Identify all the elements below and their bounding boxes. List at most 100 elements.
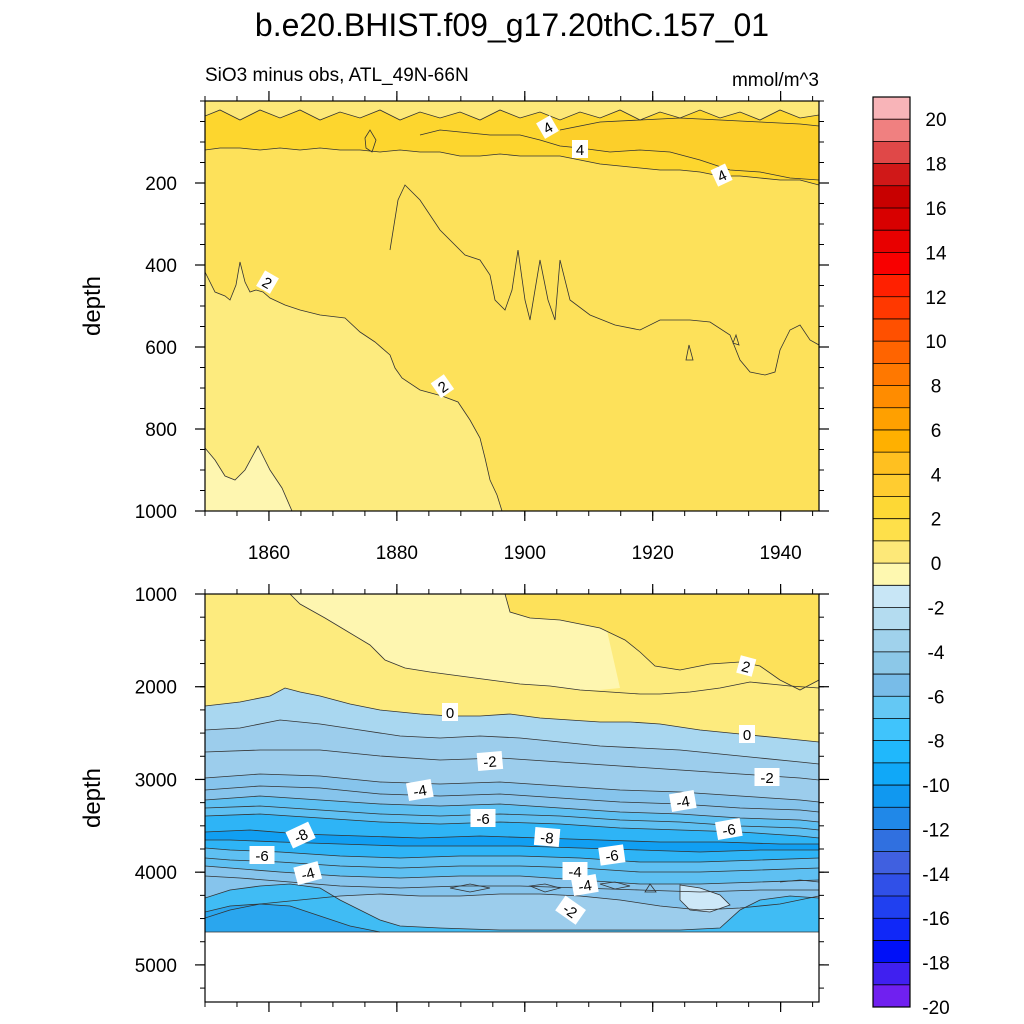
contour-label: -2 <box>476 750 504 772</box>
lower-fill-0-1 <box>205 594 620 690</box>
colorbar-tick-label: 4 <box>931 465 942 486</box>
lower-fill-bottom-m7 <box>205 904 380 932</box>
contour-label-text: -4 <box>568 864 581 881</box>
colorbar-swatch <box>873 607 910 631</box>
contour-label: -4 <box>668 789 697 813</box>
contour-label-bg <box>285 821 316 849</box>
contour-label: -4 <box>570 873 599 897</box>
contour-label: -6 <box>249 846 275 865</box>
upper-y-tick-label: 200 <box>145 174 177 195</box>
colorbar-swatch <box>873 230 910 253</box>
contour-label-bg <box>533 826 561 848</box>
contour-label-bg <box>736 655 757 677</box>
colorbar-tick-label: 10 <box>925 332 946 353</box>
colorbar-tick-label: 2 <box>931 510 942 531</box>
colorbar-swatch <box>873 318 910 342</box>
colorbar-swatch <box>873 163 910 187</box>
contour-label-bg <box>668 789 697 813</box>
contour-label: -6 <box>714 817 743 841</box>
colorbar-swatch <box>873 119 910 142</box>
contour-label: -8 <box>533 826 561 848</box>
colorbar-tick-label: -20 <box>922 998 949 1019</box>
colorbar-swatch <box>873 674 910 697</box>
contour-label-bg <box>754 768 780 786</box>
contour-label-bg <box>572 140 588 158</box>
colorbar: 20181614121086420-2-4-6-8-10-12-14-16-18… <box>872 96 950 1019</box>
contour-label-bg <box>598 844 626 866</box>
colorbar-tick-label: -14 <box>922 865 950 886</box>
colorbar-swatch <box>873 807 910 830</box>
upper-y-tick-label: 400 <box>145 256 177 277</box>
contour-label-text: 0 <box>446 705 454 722</box>
contour-label-text: -4 <box>675 793 691 812</box>
colorbar-swatch <box>873 718 910 742</box>
lower-fill-2-3 <box>505 594 819 690</box>
colorbar-tick-label: 6 <box>931 421 942 442</box>
contour-label: 0 <box>739 725 755 744</box>
contour-label-text: 0 <box>743 727 751 744</box>
upper-y-tick-label: 600 <box>145 338 177 359</box>
units-label: mmol/m^3 <box>732 70 819 91</box>
contour-label: 2 <box>430 374 455 399</box>
contour-label-bg <box>249 846 275 864</box>
lower-y-tick-label: 3000 <box>135 770 177 791</box>
colorbar-swatch <box>873 918 910 941</box>
colorbar-swatch <box>873 429 910 453</box>
colorbar-tick-label: -18 <box>922 954 949 975</box>
colorbar-tick-label: -4 <box>928 643 945 664</box>
upper-fill-5-6 <box>560 118 819 180</box>
colorbar-swatch <box>873 407 910 431</box>
colorbar-swatch <box>873 141 910 164</box>
lower-contour-fills <box>205 594 819 1002</box>
colorbar-tick-label: -12 <box>922 820 949 841</box>
contour-label-text: -6 <box>604 847 620 866</box>
upper-x-tick-label: 1900 <box>504 543 546 564</box>
contour-label: 2 <box>736 655 757 677</box>
lower-y-tick-label: 4000 <box>135 863 177 884</box>
lower-y-tick-label: 5000 <box>135 956 177 977</box>
contour-label: 4 <box>710 163 733 187</box>
upper-fill-1-2 <box>205 262 502 511</box>
colorbar-swatch <box>873 896 910 919</box>
colorbar-swatch <box>873 563 910 586</box>
upper-fill-surface <box>205 101 819 120</box>
colorbar-swatch <box>873 496 910 520</box>
contour-label-text: -6 <box>476 811 489 828</box>
contour-label-bg <box>555 895 586 925</box>
lower-y-tick-label: 2000 <box>135 678 177 699</box>
contour-label-bg <box>470 809 496 827</box>
contour-label-text: -8 <box>540 829 555 847</box>
contour-label-text: -6 <box>721 821 737 840</box>
colorbar-swatch <box>873 341 910 364</box>
lower-contour-labels: 200-2-2-4-4-6-6-8 -8-6 -6-4 -4-4-2 <box>249 655 780 925</box>
colorbar-frame <box>872 96 911 1008</box>
colorbar-tick-label: 20 <box>925 110 946 131</box>
contour-label: -6 <box>598 844 626 866</box>
colorbar-swatch <box>873 651 910 675</box>
upper-contour-fills <box>205 101 819 511</box>
contour-label: 4 <box>572 140 588 159</box>
lower-y-tick-label: 1000 <box>135 585 177 606</box>
colorbar-tick-label: -6 <box>928 687 945 708</box>
colorbar-tick-label: -2 <box>928 598 945 619</box>
upper-axes: 200 400 600 800 1000 1860 1880 1900 1920 1940 dept… <box>79 91 829 564</box>
colorbar-swatch <box>873 296 910 320</box>
colorbar-swatch <box>873 518 910 542</box>
chart-subtitle: SiO3 minus obs, ATL_49N-66N <box>205 65 469 86</box>
colorbar-tick-label: 18 <box>925 155 946 176</box>
contour-label-text: -4 <box>299 865 316 885</box>
contour-label: -2 <box>555 895 586 925</box>
contour-label-bg <box>570 873 599 897</box>
upper-x-tick-label: 1880 <box>376 543 418 564</box>
colorbar-swatch <box>873 540 910 564</box>
colorbar-tick-label: 12 <box>925 288 946 309</box>
upper-y-tick-label: 800 <box>145 420 177 441</box>
lower-plot-frame <box>204 593 820 1003</box>
contour-label: 2 <box>256 270 279 294</box>
upper-x-tick-label: 1920 <box>632 543 674 564</box>
colorbar-swatch <box>873 274 910 298</box>
colorbar-tick-label: -8 <box>928 732 945 753</box>
